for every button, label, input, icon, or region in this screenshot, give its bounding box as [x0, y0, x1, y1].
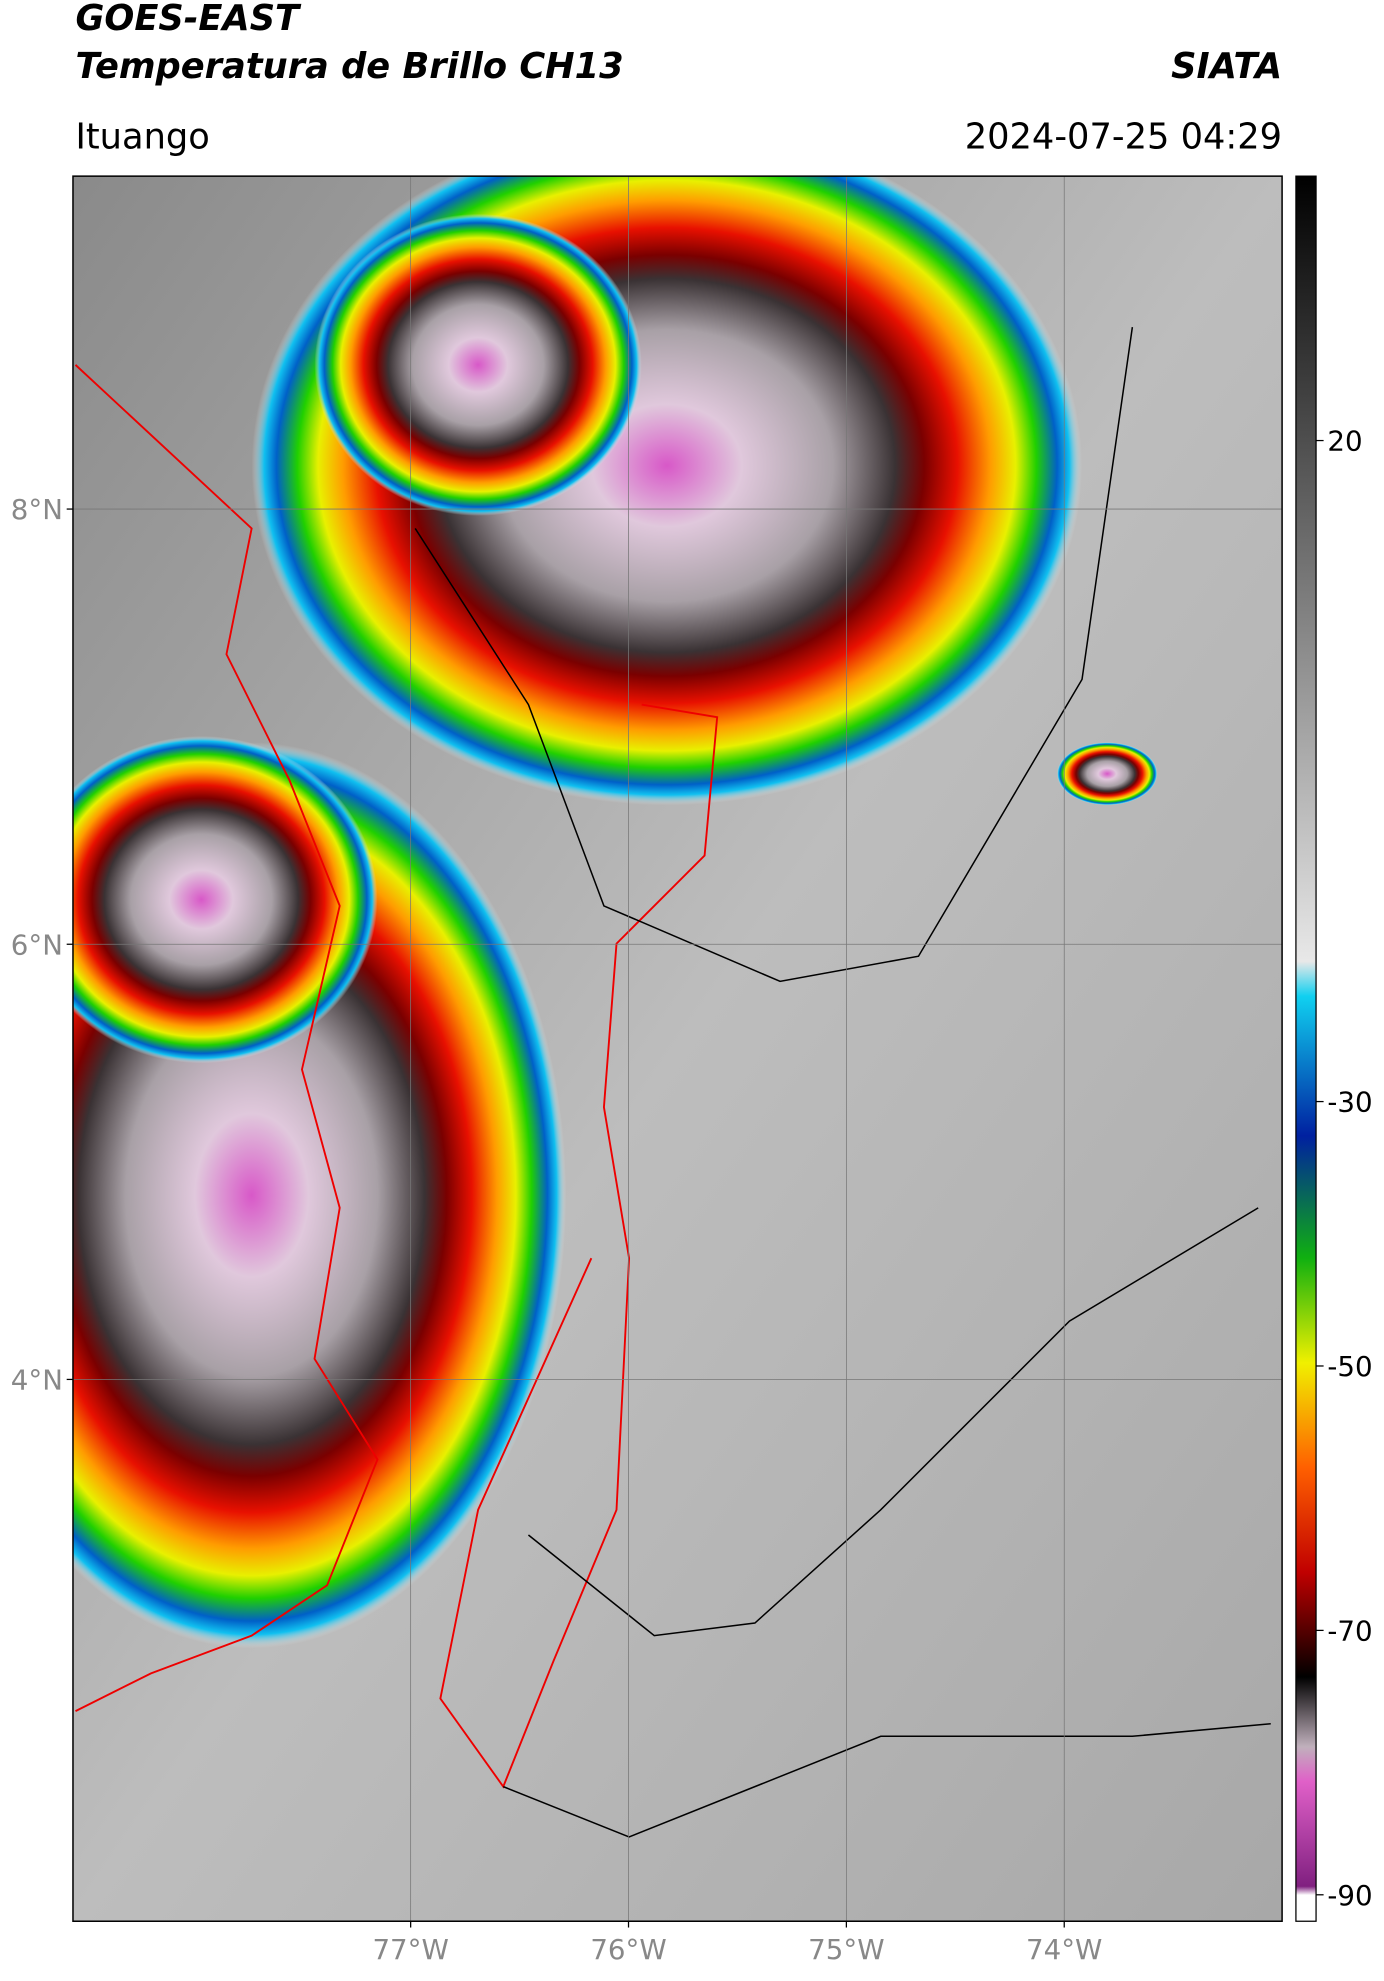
subtitle: Temperatura de Brillo CH13 — [75, 46, 623, 87]
lat-tick-label: 6°N — [11, 928, 63, 961]
colorbar — [1295, 175, 1317, 1922]
lon-tick-label: 75°W — [808, 1933, 884, 1966]
lon-tick-label: 77°W — [372, 1933, 448, 1966]
map-frame — [72, 175, 1283, 1922]
colorbar-tick-label: -90 — [1327, 1879, 1372, 1912]
title: GOES-EAST — [75, 0, 302, 39]
lat-tick-label: 8°N — [11, 493, 63, 526]
source: SIATA — [1171, 46, 1282, 87]
lon-tick-label: 74°W — [1026, 1933, 1102, 1966]
lat-tick-label: 4°N — [11, 1363, 63, 1396]
colorbar-tick-label: -50 — [1327, 1350, 1372, 1383]
location: Ituango — [75, 116, 209, 157]
datetime: 2024-07-25 04:29 — [965, 116, 1282, 157]
lon-tick-label: 76°W — [590, 1933, 666, 1966]
colorbar-tick-label: -70 — [1327, 1614, 1372, 1647]
colorbar-tick-label: -30 — [1327, 1086, 1372, 1119]
satellite-image — [72, 176, 1283, 1922]
colorbar-tick-label: 20 — [1327, 425, 1362, 458]
